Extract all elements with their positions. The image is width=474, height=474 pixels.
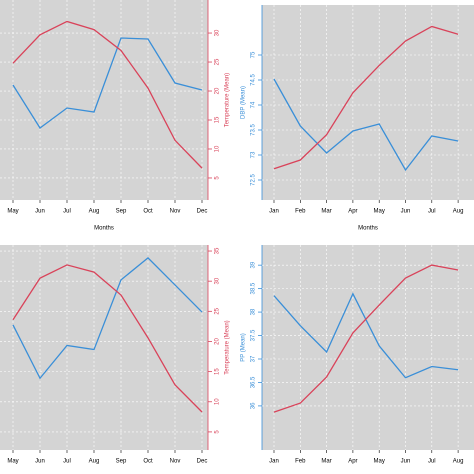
y-axis-label: Temperature (Mean): [225, 73, 231, 127]
x-tick-label: Apr: [348, 459, 357, 465]
y-tick-label: 25: [215, 58, 221, 65]
y-tick-label: 5: [215, 430, 221, 434]
x-tick-label: Jun: [35, 209, 45, 215]
y-tick-label: 37.5: [251, 329, 257, 341]
x-tick-label: Sep: [116, 459, 127, 465]
series-line: [273, 264, 459, 413]
x-tick-label: Jun: [35, 459, 45, 465]
y-tick-label: 20: [215, 337, 221, 344]
x-tick-label: Aug: [89, 209, 100, 215]
x-tick-label: Jun: [401, 209, 411, 215]
y-tick-label: 38.5: [251, 282, 257, 294]
x-axis-label: Months: [358, 226, 378, 232]
series-line: [12, 257, 203, 380]
x-tick-label: Mar: [321, 209, 331, 215]
x-tick-label: May: [7, 209, 18, 215]
y-tick-label: 73.5: [251, 124, 257, 136]
series-line: [12, 37, 203, 129]
x-tick-label: Mar: [321, 459, 331, 465]
y-tick-label: 36.5: [251, 376, 257, 388]
y-tick-label: 25: [215, 307, 221, 314]
x-tick-label: Nov: [170, 459, 181, 465]
y-axis-label: DBP (Mean): [241, 86, 247, 119]
x-tick-label: May: [7, 459, 18, 465]
x-tick-label: Feb: [295, 209, 306, 215]
x-tick-label: Dec: [197, 209, 208, 215]
y-tick-label: 35: [215, 247, 221, 254]
y-tick-label: 30: [215, 29, 221, 36]
plot-area: [0, 0, 208, 200]
x-tick-label: Oct: [143, 209, 153, 215]
y-tick-label: 37: [251, 355, 257, 362]
series-line: [12, 20, 203, 169]
y-tick-label: 5: [215, 176, 221, 180]
x-tick-label: Sep: [116, 209, 127, 215]
y-axis-label: PP (Mean): [241, 333, 247, 362]
y-tick-label: 20: [215, 87, 221, 94]
y-tick-label: 38: [251, 308, 257, 315]
x-tick-label: Jul: [428, 209, 436, 215]
y-tick-label: 10: [215, 145, 221, 152]
series-line: [12, 264, 203, 413]
x-tick-label: May: [374, 209, 385, 215]
x-tick-label: Jan: [269, 459, 279, 465]
x-tick-label: Apr: [348, 209, 357, 215]
x-tick-label: Feb: [295, 459, 306, 465]
y-tick-label: 75: [251, 51, 257, 58]
plot-area: [262, 245, 474, 450]
y-tick-label: 74.5: [251, 74, 257, 86]
series-line: [273, 25, 459, 170]
plot-area: [0, 245, 208, 450]
x-tick-label: Jan: [269, 209, 279, 215]
x-axis-label: Months: [94, 226, 114, 232]
x-tick-label: Aug: [89, 459, 100, 465]
y-tick-label: 15: [215, 116, 221, 123]
y-tick-label: 74: [251, 101, 257, 108]
x-tick-label: May: [374, 459, 385, 465]
x-tick-label: Jun: [401, 459, 411, 465]
series-line: [273, 78, 459, 172]
x-tick-label: Aug: [453, 209, 464, 215]
y-tick-label: 10: [215, 398, 221, 405]
y-tick-label: 30: [215, 277, 221, 284]
x-tick-label: Jul: [428, 459, 436, 465]
x-tick-label: Dec: [197, 459, 208, 465]
y-tick-label: 72.5: [251, 174, 257, 186]
y-tick-label: 39: [251, 261, 257, 268]
y-tick-label: 73: [251, 151, 257, 158]
x-tick-label: Jul: [63, 209, 71, 215]
y-tick-label: 15: [215, 368, 221, 375]
y-tick-label: 36: [251, 402, 257, 409]
x-tick-label: Aug: [453, 459, 464, 465]
x-tick-label: Nov: [170, 209, 181, 215]
x-tick-label: Oct: [143, 459, 153, 465]
x-tick-label: Jul: [63, 459, 71, 465]
y-axis-label: Temperature (Mean): [225, 320, 231, 374]
plot-area: [262, 5, 474, 200]
